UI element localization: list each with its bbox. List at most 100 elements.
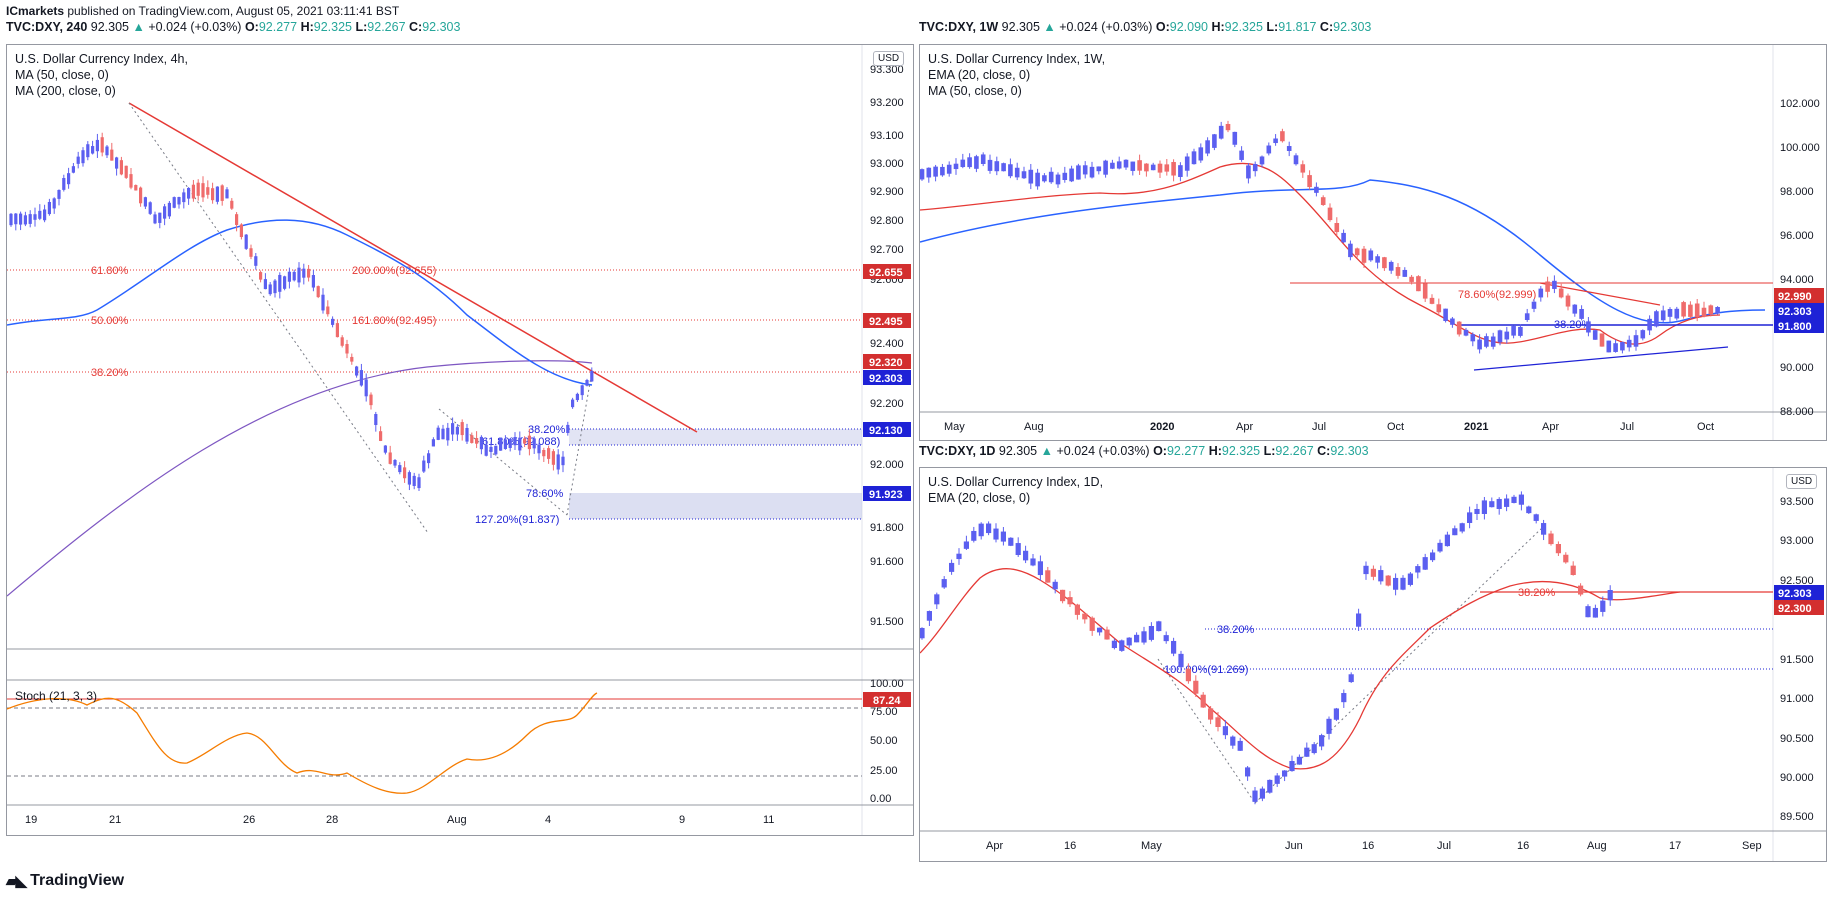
chart-w1-svg[interactable]: 102.000 100.000 98.000 96.000 94.000 90.… (920, 45, 1826, 440)
y-tick: 93.100 (870, 130, 904, 142)
candle (263, 279, 267, 290)
candle (215, 186, 219, 202)
candle (475, 438, 479, 444)
candle (1490, 336, 1496, 347)
candle (143, 197, 147, 207)
stoch-tick: 0.00 (870, 793, 891, 805)
candle (953, 163, 959, 170)
low-value: 91.817 (1278, 20, 1317, 34)
candle (1157, 163, 1163, 173)
fib-zone (569, 493, 862, 519)
price-tag (1774, 585, 1824, 600)
price-tag-text: 92.495 (869, 316, 903, 328)
candle (19, 213, 23, 225)
legend-indicator[interactable]: MA (50, close, 0) (928, 84, 1022, 98)
candle (326, 306, 330, 315)
candlestick-series (9, 132, 594, 491)
candle (920, 169, 925, 180)
candle (398, 465, 402, 473)
y-tick: 89.500 (1780, 811, 1814, 823)
candle (1163, 635, 1169, 642)
x-tick: Oct (1387, 421, 1404, 433)
candle (191, 184, 195, 199)
price-tag-text: 91.923 (869, 489, 903, 501)
chart-panel-d1[interactable]: 93.500 93.000 92.500 91.500 91.000 90.50… (919, 467, 1827, 862)
x-tick: Apr (986, 840, 1003, 852)
candle (1230, 736, 1236, 746)
legend-indicator[interactable]: EMA (20, close, 0) (928, 68, 1031, 82)
chart-d1-svg[interactable]: 93.500 93.000 92.500 91.500 91.000 90.50… (920, 468, 1826, 861)
candle (158, 212, 162, 223)
candle (551, 451, 555, 465)
x-tick: 21 (109, 814, 121, 826)
candle (956, 553, 962, 560)
candle (153, 214, 157, 224)
y-tick: 98.000 (1780, 186, 1814, 198)
candle (1407, 573, 1413, 585)
candle (590, 371, 594, 382)
candle (1524, 313, 1530, 321)
candle (1599, 333, 1605, 347)
candle (960, 159, 966, 168)
candle (1443, 308, 1448, 321)
candle (1545, 281, 1550, 292)
candle (1363, 565, 1369, 575)
candle (230, 200, 234, 209)
candle (1354, 248, 1360, 256)
candle (345, 344, 349, 354)
candle (1014, 167, 1020, 178)
candle (1348, 243, 1353, 258)
fib-label: 78.60%(92.999) (1458, 289, 1536, 301)
candle (67, 173, 71, 185)
candle (105, 146, 109, 156)
candle (244, 234, 248, 249)
candle (239, 224, 243, 238)
candle (1052, 581, 1058, 590)
candle (374, 414, 378, 426)
legend-indicator[interactable]: MA (200, close, 0) (15, 84, 116, 98)
legend-title: U.S. Dollar Currency Index, 1W, (928, 52, 1106, 66)
currency-label[interactable]: USD (1786, 474, 1818, 489)
legend-indicator[interactable]: MA (50, close, 0) (15, 68, 109, 82)
chart-panel-w1[interactable]: 102.000 100.000 98.000 96.000 94.000 90.… (919, 44, 1827, 441)
fib-label: 100.00%(91.269) (1164, 664, 1248, 676)
candle (1164, 164, 1170, 172)
legend-indicator[interactable]: EMA (20, close, 0) (928, 491, 1031, 505)
candle (1185, 668, 1191, 682)
y-tick: 92.200 (870, 398, 904, 410)
candle (994, 161, 1000, 172)
candle (585, 380, 589, 386)
candle (1296, 756, 1302, 765)
currency-label[interactable]: USD (873, 51, 905, 66)
candle (1385, 575, 1391, 586)
candle (1232, 131, 1238, 145)
candle (920, 627, 925, 639)
candle (1607, 590, 1613, 601)
chart-h4-svg[interactable]: 93.300 93.200 93.100 93.000 92.900 92.80… (7, 45, 913, 835)
candle (926, 611, 932, 621)
candle (580, 385, 584, 396)
candle (1045, 570, 1051, 583)
candle (1467, 512, 1473, 523)
price-tag (863, 313, 911, 328)
candle (177, 197, 181, 205)
candle (1060, 589, 1066, 602)
open-value: 92.277 (258, 20, 298, 34)
publisher-name[interactable]: ICmarkets (6, 4, 65, 18)
candle (1246, 165, 1251, 179)
chart-panel-h4[interactable]: 93.300 93.200 93.100 93.000 92.900 92.80… (6, 44, 914, 836)
fib-label: 38.20% (1217, 624, 1255, 636)
candle (446, 427, 450, 441)
ema20-line (920, 162, 1721, 345)
candle (508, 438, 512, 448)
up-arrow-icon: ▲ (1043, 20, 1056, 34)
tradingview-logo[interactable]: ▰◣ TradingView (6, 872, 124, 890)
candle (1538, 288, 1544, 298)
up-arrow-icon: ▲ (1040, 444, 1053, 458)
candle (1252, 164, 1258, 172)
candle (967, 157, 972, 168)
candle (1368, 250, 1374, 261)
candle (254, 256, 258, 266)
candle (268, 284, 272, 295)
price-tag-text: 92.300 (1778, 603, 1812, 615)
